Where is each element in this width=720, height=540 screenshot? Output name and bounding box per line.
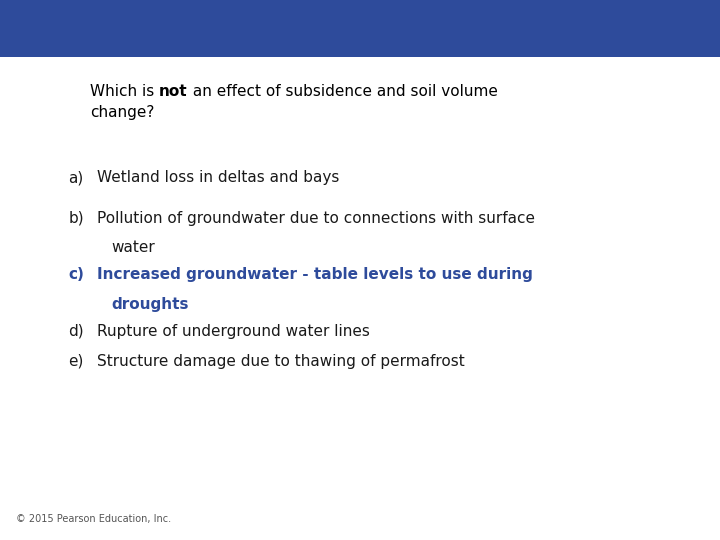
Text: Wetland loss in deltas and bays: Wetland loss in deltas and bays (97, 170, 340, 185)
Text: water: water (112, 240, 156, 255)
Bar (0, 0, 720, 57)
Text: Increased groundwater - table levels to use during: Increased groundwater - table levels to … (97, 267, 533, 282)
Text: change?: change? (90, 105, 154, 120)
Text: c): c) (68, 267, 84, 282)
Text: Which is: Which is (90, 84, 159, 99)
Text: d): d) (68, 324, 84, 339)
Text: b): b) (68, 211, 84, 226)
Text: e): e) (68, 354, 84, 369)
Text: Rupture of underground water lines: Rupture of underground water lines (97, 324, 370, 339)
Text: © 2015 Pearson Education, Inc.: © 2015 Pearson Education, Inc. (16, 514, 171, 524)
Text: a): a) (68, 170, 84, 185)
Text: Pollution of groundwater due to connections with surface: Pollution of groundwater due to connecti… (97, 211, 535, 226)
Text: not: not (159, 84, 188, 99)
Text: Structure damage due to thawing of permafrost: Structure damage due to thawing of perma… (97, 354, 465, 369)
Text: droughts: droughts (112, 297, 189, 312)
Text: an effect of subsidence and soil volume: an effect of subsidence and soil volume (188, 84, 498, 99)
